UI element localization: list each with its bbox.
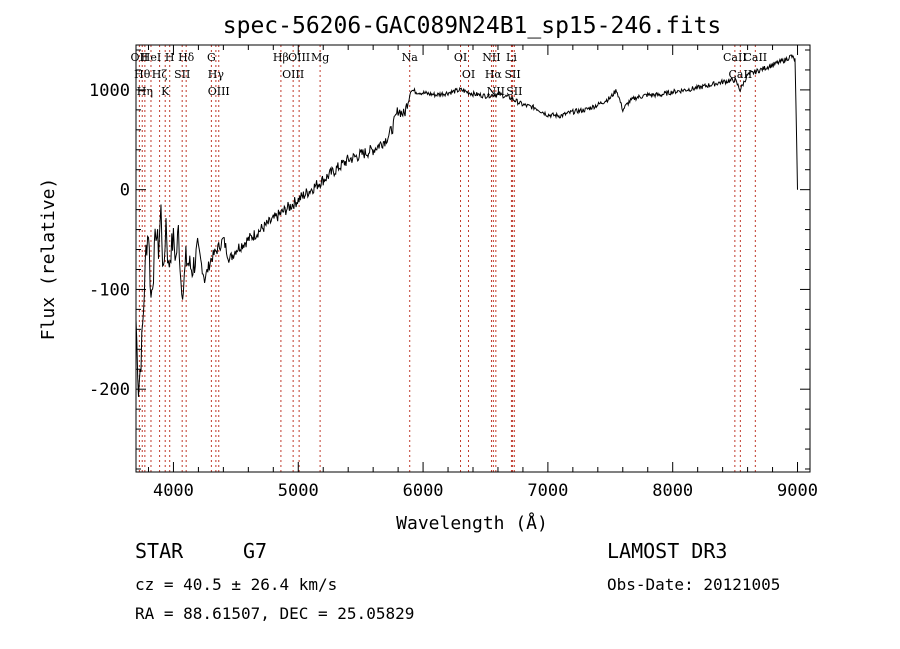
spectral-line-label: Hθ xyxy=(134,68,151,81)
spectral-line-label: Hβ xyxy=(273,51,289,64)
x-tick-label: 5000 xyxy=(278,481,319,501)
y-axis-ticks: 1000 0 -100 -200 xyxy=(89,49,810,470)
x-axis-ticks: 4000 5000 6000 7000 8000 9000 xyxy=(147,45,818,501)
spectral-line-label: Li xyxy=(506,51,517,64)
coordinates-info: RA = 88.61507, DEC = 25.05829 xyxy=(135,604,414,623)
spectral-line-label: Hα xyxy=(485,68,503,81)
spectral-line-label: NII xyxy=(482,51,500,64)
spectral-line-label: SII xyxy=(506,85,522,98)
spectral-line-label: Hη xyxy=(137,85,153,98)
y-tick-label: -200 xyxy=(89,380,130,400)
y-tick-label: -100 xyxy=(89,280,130,300)
plot-frame xyxy=(135,44,811,473)
chart-title: spec-56206-GAC089N24B1_sp15-246.fits xyxy=(223,13,722,39)
spectral-line-label: Na xyxy=(402,51,419,64)
spectrum-line xyxy=(135,54,798,397)
spectral-line-label: OII xyxy=(131,51,149,64)
spectral-line-label: OIII xyxy=(288,51,310,64)
y-axis-label: Flux (relative) xyxy=(38,178,59,341)
y-tick-label: 1000 xyxy=(89,81,130,101)
observation-date: Obs-Date: 20121005 xyxy=(607,575,780,594)
spectral-line-label: SII xyxy=(174,68,190,81)
object-subclass: G7 xyxy=(243,539,267,563)
x-axis-label: Wavelength (Å) xyxy=(396,512,548,534)
spectral-line-label: Hδ xyxy=(178,51,195,64)
survey-name: LAMOST DR3 xyxy=(607,539,727,563)
spectral-line-label: OI xyxy=(462,68,475,81)
spectral-line-label: Hζ xyxy=(152,68,168,81)
x-tick-label: 6000 xyxy=(403,481,444,501)
spectral-line-label: K xyxy=(161,85,170,98)
y-tick-label: 0 xyxy=(120,181,130,201)
spectral-line-markers xyxy=(138,45,756,472)
spectral-line-label: G xyxy=(207,51,216,64)
spectral-line-label: SII xyxy=(504,68,520,81)
spectral-line-label: Mg xyxy=(311,51,329,64)
x-tick-label: 9000 xyxy=(777,481,818,501)
spectral-line-label: OIII xyxy=(282,68,304,81)
spectral-line-label: H xyxy=(165,51,175,64)
x-tick-label: 4000 xyxy=(153,481,194,501)
spectral-line-label: HeI xyxy=(141,51,161,64)
x-tick-label: 7000 xyxy=(527,481,568,501)
spectral-line-label: OIII xyxy=(208,85,230,98)
spectral-line-label: OI xyxy=(454,51,467,64)
spectral-line-label: Hγ xyxy=(208,68,225,81)
redshift-info: cz = 40.5 ± 26.4 km/s xyxy=(135,575,337,594)
x-tick-label: 8000 xyxy=(652,481,693,501)
spectral-line-label: CaII xyxy=(743,51,767,64)
spectral-line-label: CaII xyxy=(723,51,747,64)
object-class: STAR xyxy=(135,539,184,563)
